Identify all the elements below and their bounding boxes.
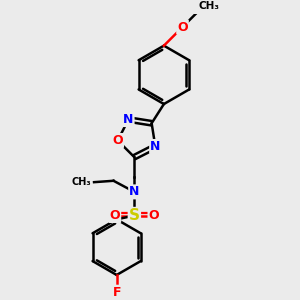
Text: O: O [148, 209, 159, 222]
Text: CH₃: CH₃ [72, 177, 91, 187]
Text: CH₃: CH₃ [199, 1, 220, 11]
Text: O: O [112, 134, 123, 147]
Text: S: S [129, 208, 140, 223]
Text: N: N [123, 113, 134, 126]
Text: N: N [150, 140, 160, 153]
Text: O: O [110, 209, 120, 222]
Text: F: F [112, 286, 121, 299]
Text: O: O [177, 20, 188, 34]
Text: N: N [129, 185, 140, 198]
